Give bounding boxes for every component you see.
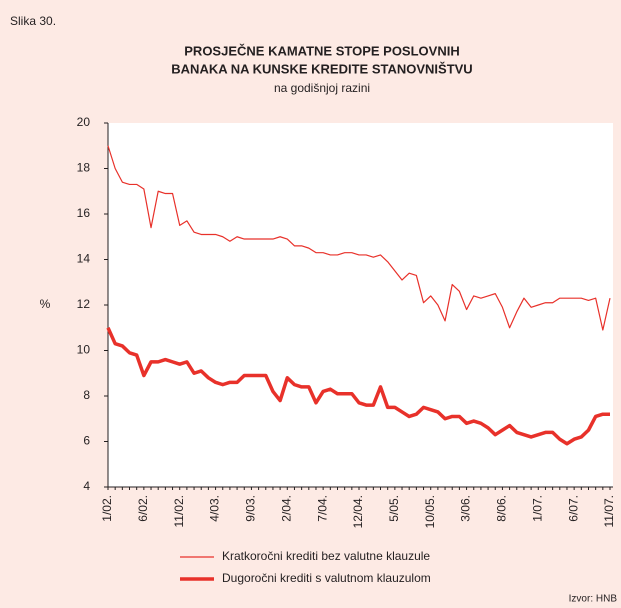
y-tick-label: 14 — [77, 252, 91, 266]
figure-label: Slika 30. — [10, 14, 56, 28]
x-tick-label: 4/03. — [208, 495, 222, 522]
y-tick-label: 4 — [83, 479, 90, 493]
y-tick-label: 16 — [77, 206, 91, 220]
y-axis-label: % — [40, 297, 51, 311]
x-tick-label: 9/03. — [244, 495, 258, 522]
y-tick-label: 18 — [77, 161, 91, 175]
x-tick-label: 11/02. — [172, 495, 186, 527]
x-tick-label: 11/07. — [602, 495, 616, 527]
chart-title: PROSJEČNE KAMATNE STOPE POSLOVNIH — [184, 43, 459, 58]
source: Izvor: HNB — [569, 594, 618, 605]
series-line — [106, 327, 610, 446]
legend-label: Kratkoročni krediti bez valutne klauzule — [222, 549, 430, 563]
x-tick-label: 2/04. — [279, 495, 293, 522]
x-tick-label: 5/05. — [387, 495, 401, 522]
x-tick-label: 3/06. — [459, 495, 473, 522]
y-tick-label: 10 — [77, 343, 91, 357]
x-tick-label: 1/02. — [100, 495, 114, 522]
y-tick-label: 12 — [77, 297, 91, 311]
x-tick-label: 1/07. — [530, 495, 544, 522]
y-tick-label: 20 — [77, 115, 91, 129]
chart-subtitle: na godišnjoj razini — [274, 81, 370, 95]
x-tick-label: 6/07. — [566, 495, 580, 522]
x-tick-label: 7/04. — [315, 495, 329, 522]
x-tick-label: 10/05. — [423, 495, 437, 528]
y-tick-label: 8 — [83, 388, 90, 402]
x-tick-label: 8/06. — [495, 495, 509, 522]
legend-label: Dugoročni krediti s valutnom klauzulom — [222, 571, 431, 585]
x-tick-label: 12/04. — [351, 495, 365, 528]
y-tick-label: 6 — [83, 434, 90, 448]
series-line — [107, 145, 611, 331]
x-tick-label: 6/02. — [136, 495, 150, 522]
chart-title: BANAKA NA KUNSKE KREDITE STANOVNIŠTVU — [171, 61, 472, 76]
